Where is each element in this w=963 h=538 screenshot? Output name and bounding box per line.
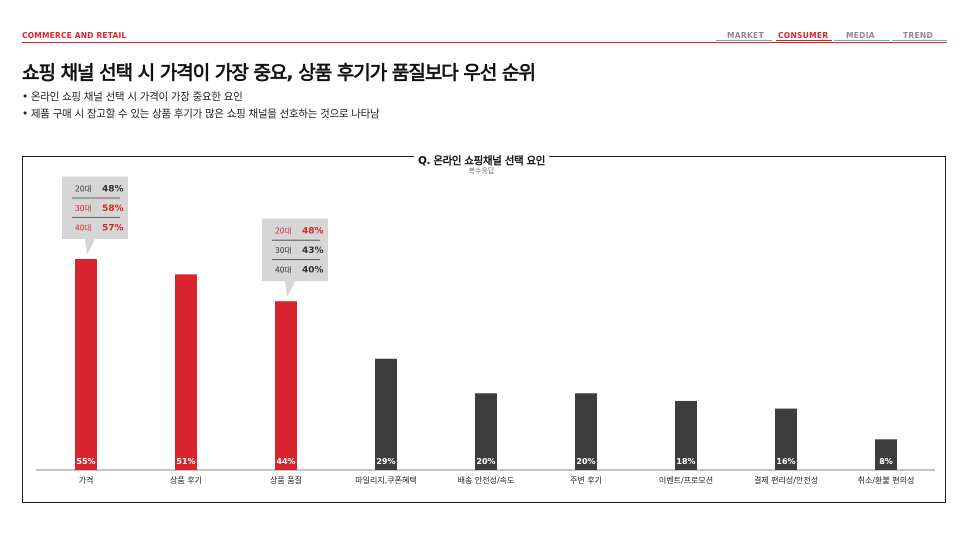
bar-value-label: 55% xyxy=(76,457,95,466)
callout-value: 48% xyxy=(302,227,324,237)
bar-value-label: 44% xyxy=(276,457,295,466)
callout-age-label: 20대 xyxy=(275,227,292,236)
bar-value-label: 20% xyxy=(476,457,495,466)
bar-value-label: 29% xyxy=(376,457,395,466)
category-label: 결제 편리성/안전성 xyxy=(754,475,818,485)
bar-value-label: 8% xyxy=(879,457,893,466)
nav-market-underline xyxy=(716,40,772,41)
callout-age-label: 20대 xyxy=(75,185,92,194)
chart-title-wrap: Q. 온라인 쇼핑채널 선택 요인 xyxy=(0,149,963,168)
category-label: 상품 품질 xyxy=(270,475,302,485)
callout-value: 40% xyxy=(302,266,324,276)
bar-4 xyxy=(375,358,397,470)
chart-subtitle: 복수응답 xyxy=(468,167,495,175)
callout-box xyxy=(62,176,128,239)
bar-5 xyxy=(475,393,497,470)
nav-consumer-underline xyxy=(776,40,832,41)
bar-7 xyxy=(675,400,697,470)
bar-value-label: 18% xyxy=(676,457,695,466)
bar-2 xyxy=(175,274,197,470)
bar-6 xyxy=(575,393,597,470)
category-label: 가격 xyxy=(79,475,94,485)
header-rule xyxy=(22,42,947,43)
category-label: 상품 후기 xyxy=(170,475,202,485)
bar-9 xyxy=(875,439,897,470)
nav-media-underline xyxy=(834,40,890,41)
bar-value-label: 51% xyxy=(176,457,195,466)
bullet-1: • 온라인 쇼핑 채널 선택 시 가격이 가장 중요한 요인 xyxy=(22,91,243,103)
bar-value-label: 20% xyxy=(576,457,595,466)
callout-value: 58% xyxy=(102,204,124,214)
nav-consumer[interactable]: CONSUMER xyxy=(778,31,829,40)
callout-pointer xyxy=(85,239,95,255)
bullet-2: • 제품 구매 시 참고할 수 있는 상품 후기가 많은 쇼핑 채널을 선호하는… xyxy=(22,108,380,120)
callout-value: 57% xyxy=(102,224,124,234)
chart-title: Q. 온라인 쇼핑채널 선택 요인 xyxy=(414,153,549,168)
category-label: 주변 후기 xyxy=(570,475,602,485)
bar-1 xyxy=(75,259,97,470)
nav-trend-underline xyxy=(892,40,947,41)
category-label: 마일리지,쿠폰혜택 xyxy=(355,475,416,485)
nav-trend[interactable]: TREND xyxy=(903,31,934,40)
page-title: 쇼핑 채널 선택 시 가격이 가장 중요, 상품 후기가 품질보다 우선 순위 xyxy=(22,62,536,84)
category-label: 취소/환불 편의성 xyxy=(858,475,915,485)
category-label: 배송 안전성/속도 xyxy=(458,475,515,485)
bar-8 xyxy=(775,408,797,470)
callout-box xyxy=(262,218,328,282)
category-label: 이벤트/프로모션 xyxy=(659,475,713,485)
callout-age-label: 30대 xyxy=(75,204,92,213)
callout-age-label: 40대 xyxy=(275,266,292,275)
bar-3 xyxy=(275,301,297,470)
callout-age-label: 30대 xyxy=(275,246,292,255)
callout-value: 43% xyxy=(302,246,324,256)
nav-market[interactable]: MARKET xyxy=(727,31,764,40)
callout-age-label: 40대 xyxy=(75,224,92,233)
section-label: COMMERCE AND RETAIL xyxy=(22,31,127,40)
callout-pointer xyxy=(285,281,295,298)
bar-value-label: 16% xyxy=(776,457,795,466)
callout-value: 48% xyxy=(102,185,124,195)
nav-media[interactable]: MEDIA xyxy=(846,31,875,40)
